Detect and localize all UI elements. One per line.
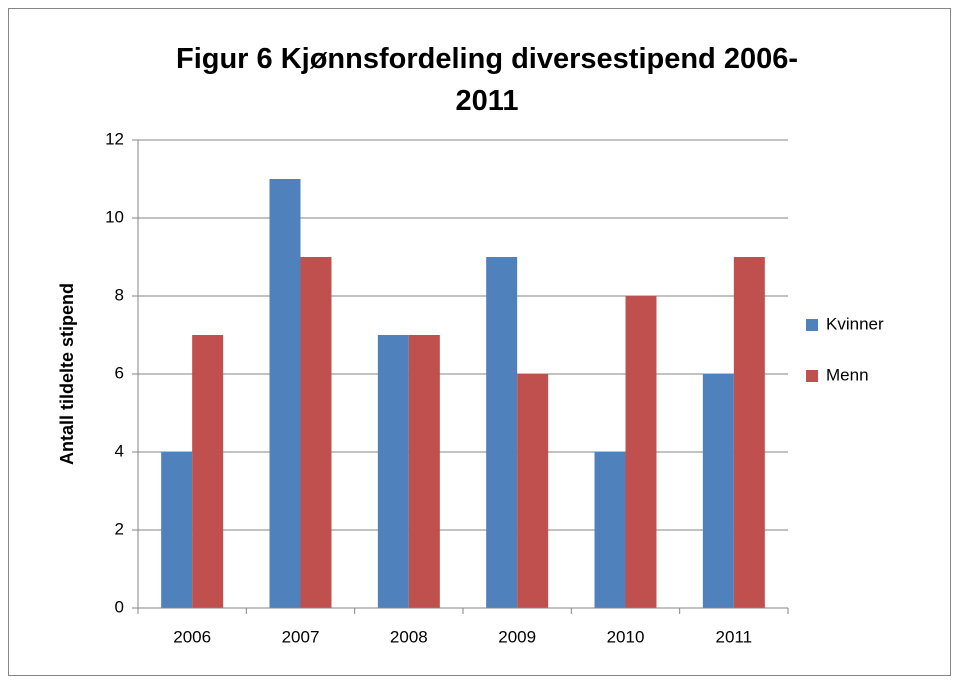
- y-axis-label: Antall tildelte stipend: [57, 283, 77, 465]
- bar: [161, 452, 193, 608]
- legend-swatch: [806, 319, 818, 331]
- x-tick-label: 2008: [390, 627, 428, 646]
- legend-swatch: [806, 370, 818, 382]
- bar: [594, 452, 626, 608]
- x-tick-label: 2010: [607, 627, 645, 646]
- y-tick-label: 8: [115, 285, 124, 304]
- x-tick-label: 2009: [498, 627, 536, 646]
- legend-label: Menn: [826, 365, 869, 384]
- x-tick-label: 2006: [173, 627, 211, 646]
- x-tick-label: 2011: [716, 627, 753, 646]
- bar: [269, 179, 301, 608]
- y-tick-label: 10: [105, 207, 124, 226]
- bar: [408, 335, 440, 608]
- legend-label: Kvinner: [826, 314, 884, 333]
- bar: [377, 335, 409, 608]
- y-tick-label: 2: [115, 519, 124, 538]
- y-tick-label: 0: [115, 597, 124, 616]
- bar: [486, 257, 518, 608]
- y-tick-label: 12: [105, 129, 124, 148]
- y-tick-label: 4: [115, 441, 124, 460]
- x-tick-label: 2007: [282, 627, 320, 646]
- chart-title: Figur 6 Kjønnsfordeling diversestipend 2…: [175, 43, 798, 117]
- bar: [702, 374, 734, 608]
- bar: [192, 335, 224, 608]
- y-tick-label: 6: [115, 363, 124, 382]
- bar: [517, 374, 549, 608]
- bar: [625, 296, 657, 608]
- bar: [300, 257, 332, 608]
- bar: [733, 257, 765, 608]
